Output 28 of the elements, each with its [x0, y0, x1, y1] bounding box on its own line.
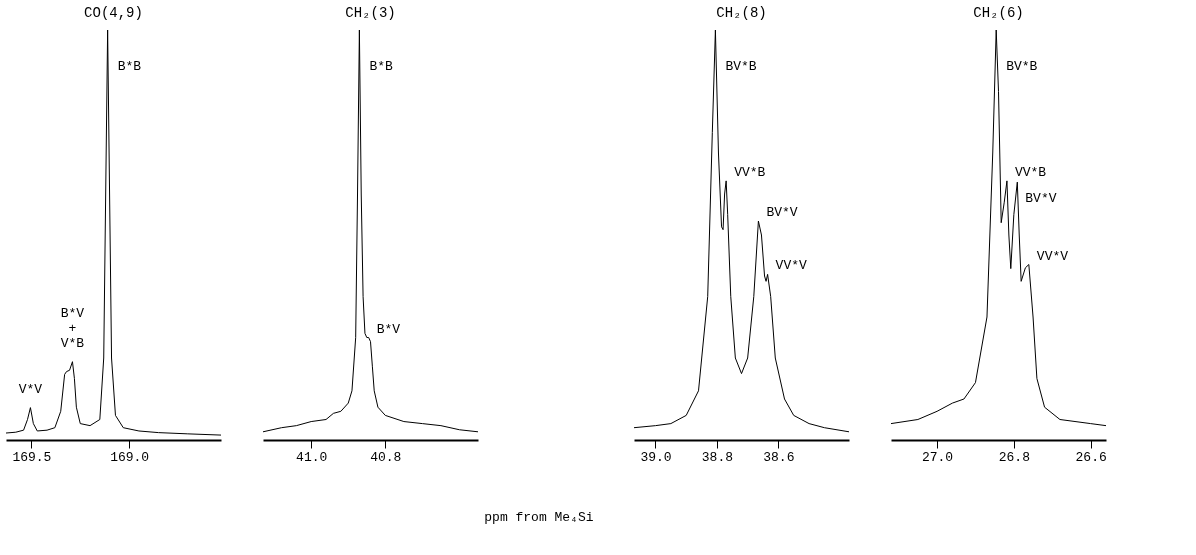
annotation: B*B [117, 59, 142, 74]
annotation: BV*V [766, 205, 798, 221]
annotation: V*V [18, 381, 43, 397]
x-tick-label: 26.8 [998, 449, 1030, 465]
chart-title: CH₂(3) [345, 4, 396, 21]
annotation: B*V [376, 321, 401, 337]
annotation: VV*V [1036, 248, 1069, 264]
annotation: BV*B [725, 59, 757, 74]
x-tick-label: 169.0 [110, 449, 150, 465]
x-tick-label: 41.0 [296, 449, 328, 465]
x-tick-label: 38.8 [701, 449, 734, 465]
x-tick-label: 38.6 [763, 449, 795, 465]
x-axis-title: ppm from Me₄Si [484, 509, 594, 525]
chart-title: CH₂(8) [716, 4, 767, 21]
annotation: VV*B [734, 164, 766, 180]
annotation: VV*V [775, 258, 808, 274]
annotation: BV*V [1025, 191, 1057, 207]
annotation: VV*B [1014, 164, 1047, 180]
x-tick-label: 27.0 [921, 449, 954, 465]
chart-title: CH₂(6) [973, 4, 1024, 21]
chart-title: CO(4,9) [84, 4, 143, 21]
x-tick-label: 39.0 [640, 449, 672, 465]
x-tick-label: 40.8 [370, 449, 402, 465]
annotation: B*B [369, 59, 393, 74]
x-tick-label: 169.5 [12, 449, 52, 465]
annotation: BV*B [1006, 59, 1038, 74]
x-tick-label: 26.6 [1075, 449, 1107, 465]
annotation: B*V + V*B [60, 305, 85, 351]
